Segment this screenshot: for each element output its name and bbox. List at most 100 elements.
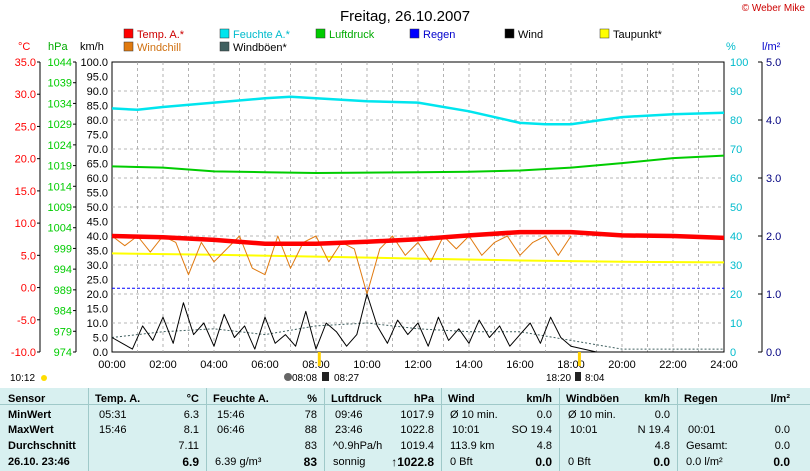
legend-swatch: [599, 28, 610, 39]
gust-10min-label: Ø 10 min.: [568, 409, 616, 421]
humidity-tick-label: 40: [730, 231, 742, 243]
pressure-tick-label: 994: [54, 264, 72, 276]
pressure-tick-label: 1039: [48, 78, 72, 90]
row-label-max: MaxWert: [8, 424, 54, 436]
x-tick-label: 02:00: [149, 359, 177, 371]
sunset-label: 18:20: [546, 373, 571, 384]
pressure-header: Luftdruck: [331, 393, 382, 405]
wind-tick-label: 65.0: [87, 159, 108, 171]
pressure-tick-label: 1029: [48, 119, 72, 131]
humidity-current: 83: [303, 455, 317, 469]
legend-label: Temp. A.*: [137, 29, 185, 41]
pressure-min-time: 09:46: [335, 409, 363, 421]
legend-swatch: [219, 28, 230, 39]
pressure-max: 1022.8: [400, 424, 434, 436]
x-tick-label: 24:00: [710, 359, 738, 371]
gust-current: 0.0: [653, 455, 670, 469]
wind-tick-label: 70.0: [87, 144, 108, 156]
x-tick-label: 12:00: [404, 359, 432, 371]
stats-col-gust: Windböen km/h Ø 10 min. 0.0 10:01 N 19.4…: [559, 388, 678, 471]
temp-avg: 7.11: [178, 440, 199, 452]
stats-table: Sensor MinWert MaxWert Durchschnitt 26.1…: [0, 388, 810, 471]
wind-tick-label: 0.0: [93, 347, 108, 359]
humidity-tick-label: 50: [730, 202, 742, 214]
x-tick-label: 14:00: [455, 359, 483, 371]
gust-10min-value: 0.0: [654, 409, 670, 421]
wind-bft: 0 Bft: [450, 456, 473, 468]
temp-min-time: 05:31: [99, 409, 127, 421]
chart-series: [111, 95, 725, 366]
wind-header: Wind: [448, 393, 475, 405]
legend-swatch: [504, 28, 515, 39]
humidity-abs: 6.39 g/m³: [215, 456, 262, 468]
wind-tick-label: 90.0: [87, 86, 108, 98]
wind-tick-label: 75.0: [87, 130, 108, 142]
series-feuchte-a-line: [111, 95, 725, 126]
pressure-tick-label: 974: [54, 347, 72, 359]
chart-grid: [39, 61, 763, 353]
gust-max: N 19.4: [637, 424, 670, 436]
rain-tick-label: 3.0: [766, 173, 781, 185]
wind-tick-label: 50.0: [87, 202, 108, 214]
wind-tick-label: 35.0: [87, 246, 108, 258]
pressure-trend: ^0.9hPa/h: [333, 440, 383, 452]
gust-header: Windböen: [566, 393, 620, 405]
weather-chart: Freitag, 26.10.2007 © Weber Mike Temp. A…: [10, 3, 805, 384]
wind-unit: km/h: [526, 393, 552, 405]
rain-header: Regen: [684, 393, 718, 405]
rain-total: 0.0: [774, 440, 790, 452]
series-wind-line: [111, 293, 724, 353]
wind-tick-label: 15.0: [87, 304, 108, 316]
legend-label: Regen: [423, 29, 455, 41]
row-label-current: 26.10. 23:46: [8, 456, 70, 468]
row-label-min: MinWert: [8, 409, 52, 421]
stats-col-labels: Sensor MinWert MaxWert Durchschnitt 26.1…: [0, 388, 88, 471]
x-tick-label: 10:00: [353, 359, 381, 371]
pressure-tick-label: 1034: [48, 98, 72, 110]
series-windb-en-line: [111, 322, 724, 350]
wind-distance: 113.9 km: [450, 440, 495, 452]
x-tick-label: 22:00: [659, 359, 687, 371]
rain-unit-label: l/m²: [762, 41, 781, 53]
wind-max: SO 19.4: [511, 424, 552, 436]
wind-tick-label: 85.0: [87, 101, 108, 113]
humidity-tick-label: 20: [730, 289, 742, 301]
legend-label: Windchill: [137, 42, 181, 54]
rain-max-time: 00:01: [688, 424, 716, 436]
row-label-avg: Durchschnitt: [8, 440, 76, 452]
temp-unit: °C: [186, 393, 199, 405]
wind-tick-label: 45.0: [87, 217, 108, 229]
legend-swatch: [123, 28, 134, 39]
stats-col-rain: Regen l/m² 00:01 0.0 Gesamt: 0.0 0.0 l/m…: [677, 388, 798, 471]
x-tick-label: 16:00: [506, 359, 534, 371]
pressure-tick-label: 1014: [48, 181, 72, 193]
gust-max-time: 10:01: [570, 424, 598, 436]
rain-unit: l/m²: [770, 393, 790, 405]
series-luftdruck-line: [111, 154, 725, 174]
humidity-min-time: 15:46: [217, 409, 245, 421]
legend-label: Luftdruck: [329, 29, 375, 41]
sunrise-left-label: 10:12: [10, 373, 35, 384]
temp-tick-label: 15.0: [15, 186, 36, 198]
wind-max-time: 10:01: [452, 424, 480, 436]
rain-total-label: Gesamt:: [686, 440, 728, 452]
pressure-unit: hPa: [413, 393, 434, 405]
wind-10min-value: 0.0: [536, 409, 552, 421]
x-tick-label: 08:00: [302, 359, 330, 371]
legend-swatch: [219, 41, 230, 52]
humidity-tick-label: 0: [730, 347, 736, 359]
x-tick-label: 20:00: [608, 359, 636, 371]
sun-icon-left: [41, 375, 47, 381]
rain-current: 0.0: [773, 455, 790, 469]
wind-tick-label: 5.0: [93, 333, 108, 345]
wind-avg: 4.8: [536, 440, 552, 452]
x-tick-label: 06:00: [251, 359, 279, 371]
x-tick-label: 00:00: [98, 359, 126, 371]
legend-label: Wind: [518, 29, 543, 41]
sun-markers: 10:12 08:08 08:27 18:20 8:04: [10, 372, 605, 384]
pressure-tick-label: 989: [54, 285, 72, 297]
rain-tick-label: 5.0: [766, 57, 781, 69]
wind-tick-label: 20.0: [87, 289, 108, 301]
stats-col-pressure: Luftdruck hPa 09:46 1017.9 23:46 1022.8 …: [324, 388, 442, 471]
pressure-tick-label: 1019: [48, 161, 72, 173]
